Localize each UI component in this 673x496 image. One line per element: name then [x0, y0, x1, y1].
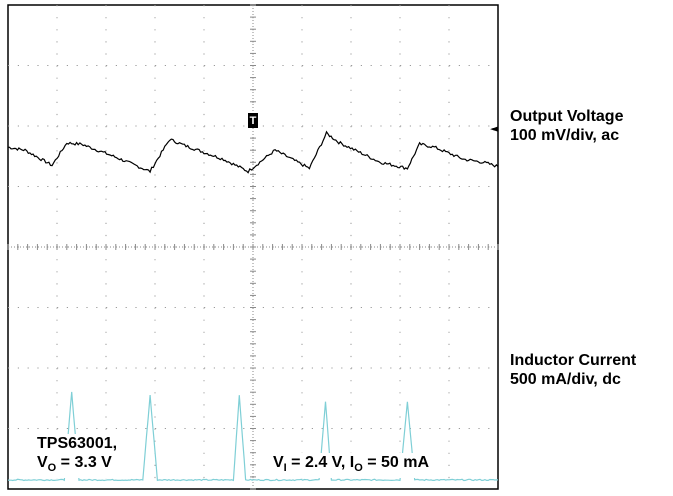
output-voltage-title: Output Voltage	[510, 108, 624, 125]
markers: T◄	[248, 113, 499, 135]
inductor-current-label: Inductor Current 500 mA/div, dc	[510, 351, 636, 389]
inductor-current-title: Inductor Current	[510, 352, 637, 369]
trigger-marker-label: T	[250, 115, 257, 127]
conditions-label: VI = 2.4 V, IO = 50 mA	[273, 453, 430, 478]
inductor-current-scale: 500 mA/div, dc	[510, 371, 621, 388]
channel-marker: ◄	[490, 122, 499, 135]
output-voltage-scale: 100 mV/div, ac	[510, 127, 620, 144]
device-name: TPS63001,	[37, 435, 118, 452]
grid	[7, 4, 499, 490]
inductor-current-trace	[7, 391, 498, 482]
output-voltage-trace	[7, 130, 499, 174]
device-label: TPS63001, VO = 3.3 V	[37, 434, 118, 478]
trigger-marker-box	[248, 113, 258, 128]
output-voltage-label: Output Voltage 100 mV/div, ac	[510, 107, 623, 145]
traces	[7, 130, 499, 482]
output-voltage-spec: VO = 3.3 V	[37, 454, 112, 474]
